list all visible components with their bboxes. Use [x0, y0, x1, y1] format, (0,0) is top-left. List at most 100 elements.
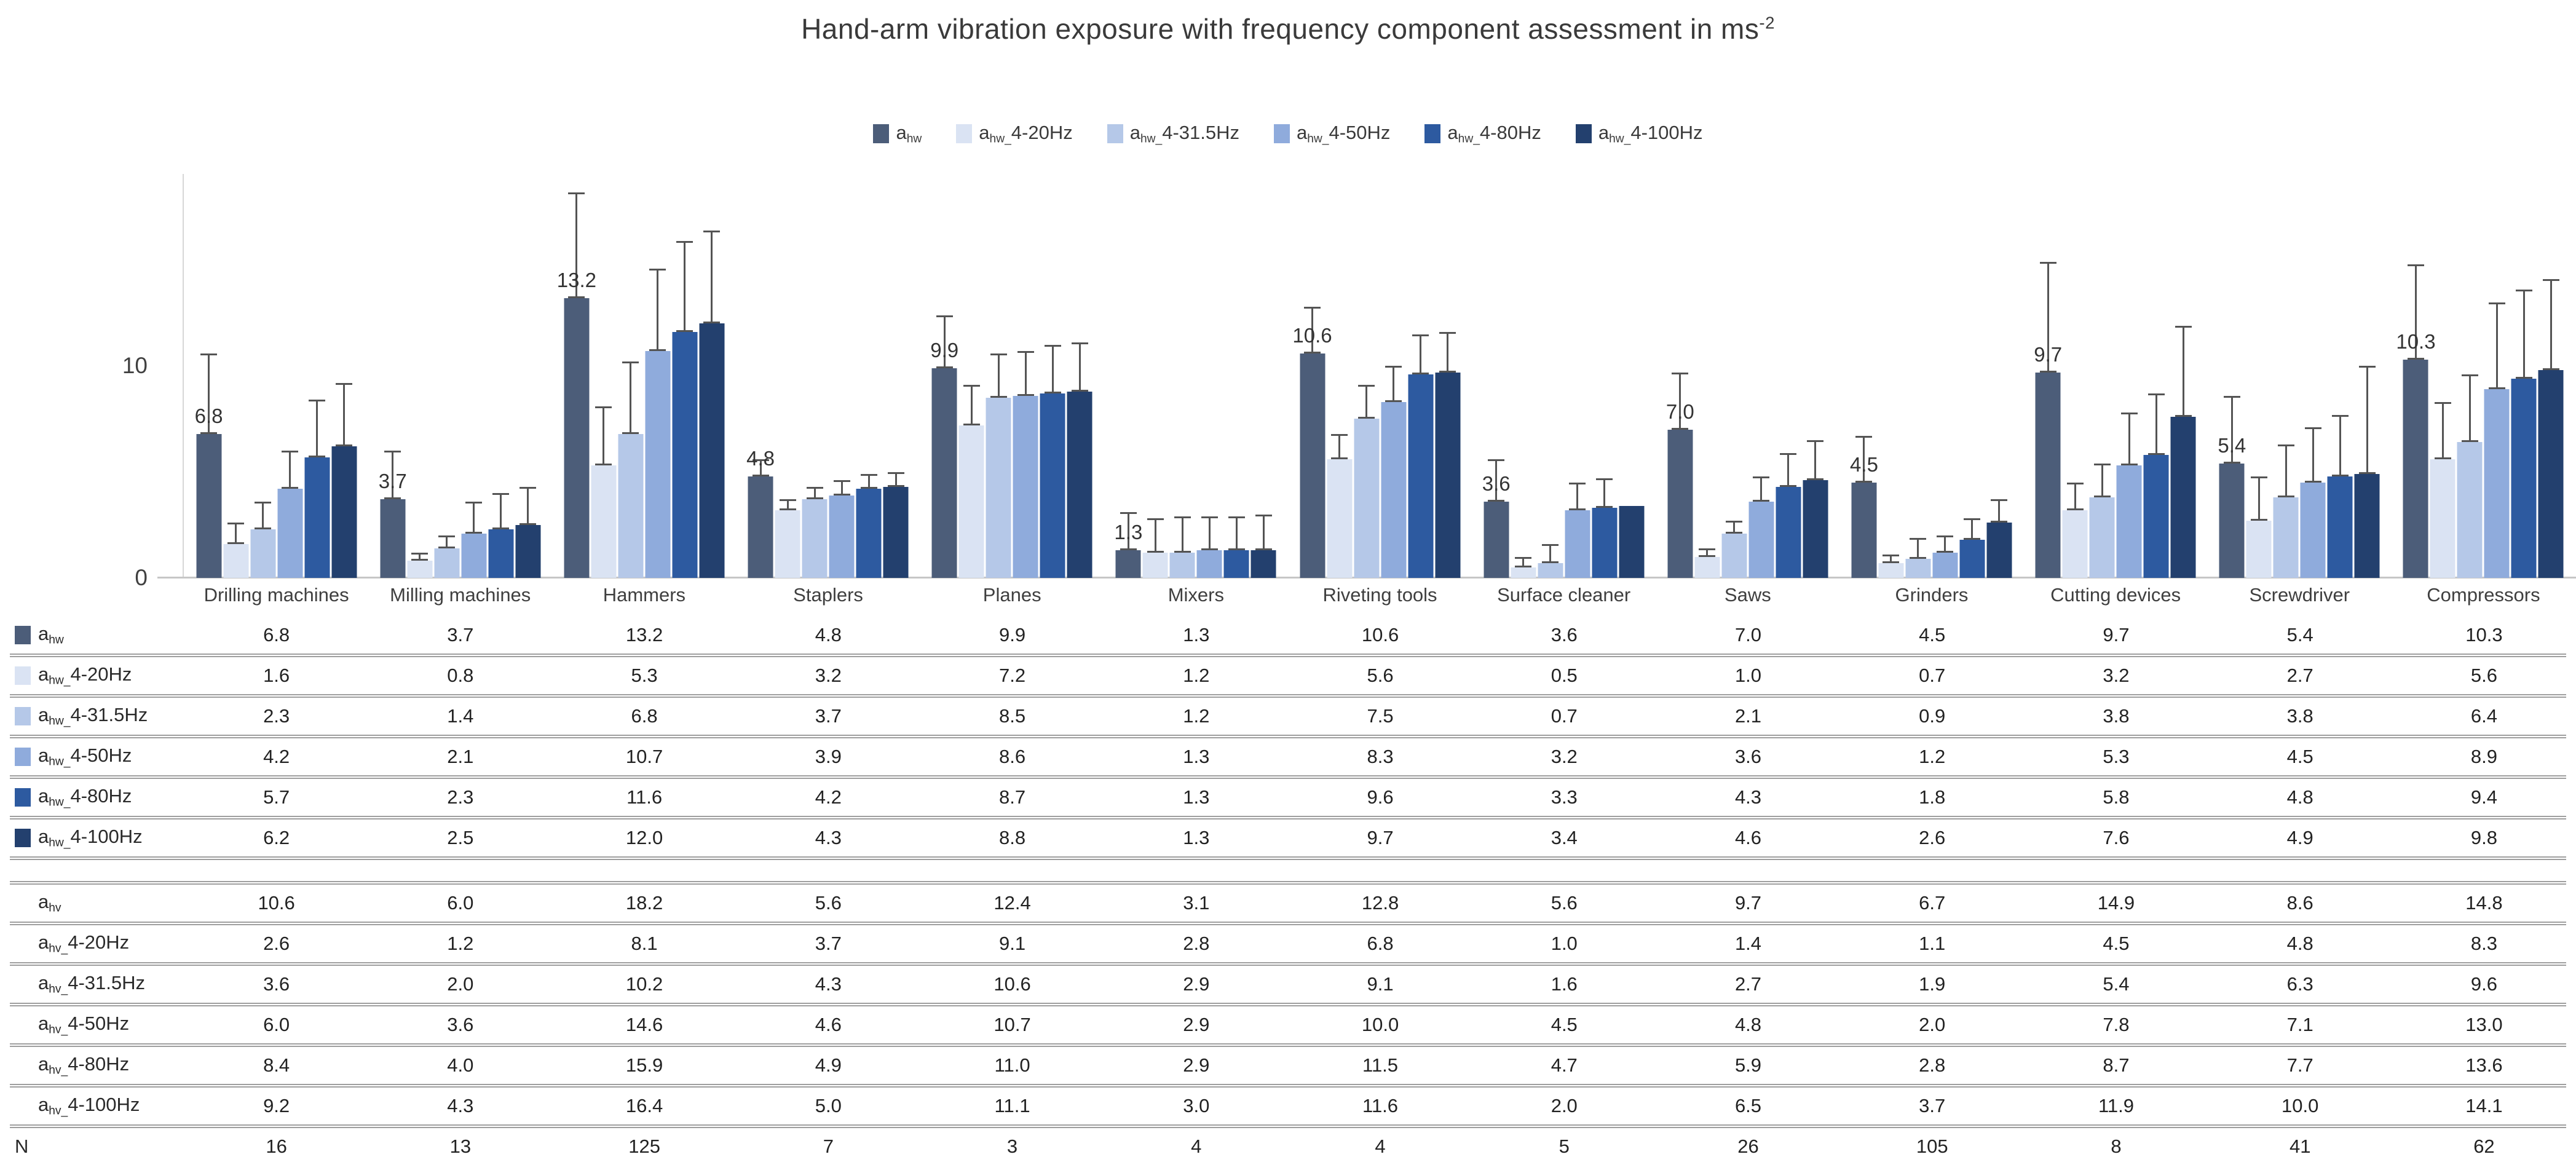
data-table: ahw 6.8 3.7 13.2 4.8 9.9 1.3 10.6 3.6 7.0 4.5 9.7 5.…	[0, 617, 2576, 1165]
error-bar-top-cap	[1304, 306, 1321, 309]
error-bar-bottom-cap	[1385, 400, 1402, 402]
bar-fill-1-4	[488, 529, 514, 578]
error-bar-top-cap	[1412, 334, 1429, 336]
bar-fill-10-1	[2062, 510, 2088, 578]
table-row-hw-4-text: ahw_4-80Hz	[38, 785, 132, 809]
bar-11-0: 5.4	[2218, 395, 2246, 578]
error-bar-top-cap	[1120, 512, 1137, 515]
table-row-hv-4-value-12: 13.6	[2465, 1054, 2503, 1076]
row-divider	[10, 922, 2566, 925]
table-row-hv-4: ahv_4-80Hz 8.4 4.0 15.9 4.9 11.0 2.9 11.5 4.7 5.9…	[0, 1047, 2576, 1084]
error-bar-12-3	[2488, 302, 2505, 390]
bar-7-2	[1538, 543, 1563, 578]
bar-fill-0-1	[223, 543, 249, 578]
bar-cluster-7: 3.6	[1482, 459, 1645, 578]
bar-fill-2-2	[618, 433, 644, 578]
bar-group-9: 4.5	[1839, 175, 2023, 578]
table-row-n-value-6: 4	[1375, 1135, 1386, 1157]
error-bar-line	[1787, 452, 1790, 487]
error-bar-top-cap	[1991, 499, 2008, 502]
error-bar-3-5	[887, 472, 904, 487]
table-row-hv-2-value-4: 10.6	[994, 973, 1031, 995]
table-row-hv-4-value-5: 2.9	[1183, 1054, 1210, 1076]
error-bar-bottom-cap	[1331, 457, 1348, 459]
error-bar-7-0	[1488, 459, 1505, 502]
bar-5-2	[1169, 516, 1195, 578]
error-bar-line	[1078, 342, 1081, 392]
bar-fill-5-3	[1196, 550, 1222, 578]
table-row-hw-0-value-7: 3.6	[1551, 624, 1578, 646]
table-row-hv-5-value-12: 14.1	[2465, 1095, 2503, 1116]
error-bar-bottom-cap	[1439, 370, 1456, 373]
row-divider	[10, 816, 2566, 820]
table-row-hw-5-swatch	[15, 829, 31, 847]
error-bar-9-2	[1910, 537, 1927, 559]
legend-swatch-2	[1107, 124, 1123, 144]
chart-title-exponent: -2	[1759, 13, 1775, 33]
error-bar-line	[1890, 555, 1892, 563]
error-bar-11-2	[2277, 444, 2294, 497]
table-row-n-value-12: 62	[2473, 1135, 2495, 1157]
error-bar-10-4	[2147, 393, 2165, 456]
legend-label-3: ahw_4-50Hz	[1297, 122, 1391, 146]
error-bar-line	[343, 382, 346, 447]
bar-fill-11-0	[2219, 463, 2245, 578]
error-bar-top-cap	[1753, 476, 1770, 478]
error-bar-bottom-cap	[282, 487, 299, 489]
error-bar-top-cap	[2120, 413, 2138, 415]
error-bar-bottom-cap	[1596, 506, 1613, 508]
error-bar-line	[1181, 516, 1183, 553]
error-bar-line	[1365, 385, 1368, 419]
error-bar-bottom-cap	[963, 423, 980, 425]
bar-value-label-9: 4.5	[1850, 452, 1878, 476]
error-bar-top-cap	[1542, 543, 1559, 546]
error-bar-top-cap	[1515, 556, 1532, 559]
table-row-hw-4-value-4: 8.7	[999, 786, 1026, 808]
error-bar-line	[2366, 366, 2368, 475]
legend-item-4: ahw_4-80Hz	[1424, 122, 1541, 146]
error-bar-0-2	[255, 501, 272, 529]
error-bar-top-cap	[2250, 476, 2267, 478]
chart-legend: ahw ahw_4-20Hz ahw_4-31.5Hz ahw_4-50Hz ahw_4…	[0, 122, 2576, 146]
error-bar-line	[500, 493, 502, 529]
error-bar-top-cap	[752, 459, 769, 461]
bar-fill-6-4	[1408, 374, 1434, 578]
bar-3-3	[829, 480, 855, 578]
error-bar-bottom-cap	[2039, 370, 2056, 373]
table-row-hw-3-value-9: 1.2	[1919, 746, 1946, 767]
table-row-hv-5-value-0: 9.2	[263, 1095, 290, 1116]
error-bar-bottom-cap	[649, 349, 666, 352]
bar-fill-2-3	[645, 351, 671, 578]
error-bar-top-cap	[2358, 366, 2376, 368]
bar-6-0: 10.6	[1292, 306, 1332, 578]
bar-group-10: 9.7	[2024, 175, 2208, 578]
error-bar-line	[575, 192, 578, 298]
error-bar-top-cap	[2542, 278, 2559, 281]
table-row-hw-3-value-5: 1.3	[1183, 746, 1210, 767]
error-bar-line	[289, 451, 291, 489]
table-row-hw-5: ahw_4-100Hz 6.2 2.5 12.0 4.3 8.8 1.3 9.7 3.4 4.6 2…	[0, 820, 2576, 856]
row-divider	[10, 962, 2566, 966]
legend-label-5-subscript: hw_	[1609, 132, 1631, 146]
table-row-hw-0-label: ahw	[0, 623, 184, 647]
error-bar-top-cap	[1439, 332, 1456, 334]
bar-fill-4-3	[1013, 395, 1038, 578]
error-bar-bottom-cap	[1412, 373, 1429, 375]
error-bar-bottom-cap	[227, 542, 245, 544]
bar-group-3: 4.8	[736, 175, 920, 578]
table-row-hv-3-value-6: 10.0	[1361, 1014, 1399, 1035]
table-row-hv-0-value-5: 3.1	[1183, 892, 1210, 914]
legend-item-0: ahw	[873, 122, 922, 146]
bar-value-label-1: 3.7	[378, 470, 407, 493]
table-row-hv-5-value-2: 16.4	[625, 1095, 663, 1116]
error-bar-top-cap	[1964, 518, 1981, 521]
error-bar-9-3	[1937, 535, 1954, 553]
error-bar-bottom-cap	[2250, 518, 2267, 521]
error-bar-bottom-cap	[2093, 496, 2111, 497]
table-row-n-value-0: 16	[266, 1135, 287, 1157]
legend-item-5: ahw_4-100Hz	[1575, 122, 1703, 146]
error-bar-bottom-cap	[2515, 376, 2532, 379]
table-row-hw-3-value-1: 2.1	[447, 746, 474, 767]
error-bar-3-1	[779, 499, 796, 510]
table-row-hw-1-text: ahw_4-20Hz	[38, 663, 132, 687]
